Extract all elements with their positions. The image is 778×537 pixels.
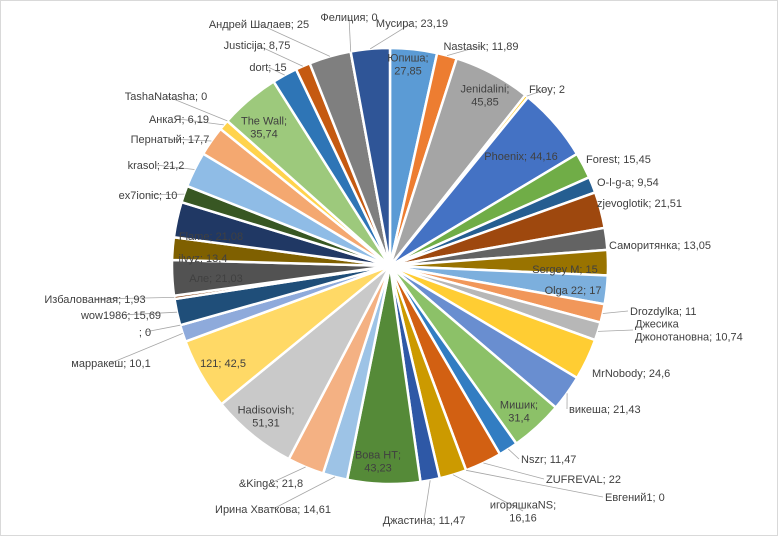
data-label-king: &King&; 21,8 <box>239 478 303 490</box>
data-label-саморитянка: Саморитянка; 13,05 <box>609 240 711 252</box>
data-label-forest: Forest; 15,45 <box>586 154 651 166</box>
data-label-tashanatasha: TashaNatasha; 0 <box>125 91 208 103</box>
data-label-анкая: АнкаЯ; 6,19 <box>149 114 209 126</box>
data-label-zufreval: ZUFREVAL; 22 <box>546 474 621 486</box>
data-label-olga-22: Olga 22; 17 <box>545 285 602 297</box>
data-label-121: 121; 42,5 <box>200 358 246 370</box>
data-label-андрей-шалаев: Андрей Шалаев; 25 <box>209 19 309 31</box>
leader-line-джесика-джонотановна <box>598 330 633 331</box>
data-label-ilvyz: ilvyz; 13,4 <box>179 253 228 265</box>
data-label-nszr: Nszr; 11,47 <box>521 454 576 466</box>
data-label-джастина: Джастина; 11,47 <box>383 515 466 527</box>
data-label-ирина-хваткова: Ирина Хваткова; 14,61 <box>215 504 331 516</box>
data-label-empty: ; 0 <box>139 327 151 339</box>
data-label-phoenix: Phoenix; 44,16 <box>484 151 557 163</box>
data-label-flame: Flame; 21,08 <box>179 231 243 243</box>
data-label-фелиция: Фелиция; 0 <box>320 12 377 24</box>
data-label-евгений1: Евгений1; 0 <box>605 492 665 504</box>
data-label-mrnobody: MrNobody; 24,6 <box>592 368 670 380</box>
data-label-dort: dort; 15 <box>249 62 286 74</box>
data-label-игоряшкаns: игоряшкаNS;16,16 <box>490 500 556 525</box>
data-label-але: Але; 21,03 <box>189 273 243 285</box>
data-label-мусира: Мусира; 23,19 <box>376 18 448 30</box>
data-label-justicija: Justicija; 8,75 <box>224 40 291 52</box>
data-label-марракеш: марракеш; 10,1 <box>71 358 150 370</box>
data-label-ex7ionic: ex7ionic; 10 <box>119 190 178 202</box>
data-label-krasol: krasol; 21,2 <box>128 160 185 172</box>
data-label-o-l-g-a: O-l-g-a; 9,54 <box>597 177 659 189</box>
leader-line-drozdylka <box>603 311 628 314</box>
data-label-викеша: викеша; 21,43 <box>569 404 641 416</box>
leader-line-nszr <box>508 449 519 459</box>
data-label-fkoy: Fkoy; 2 <box>529 84 565 96</box>
data-label-zjevoglotik: zjevoglotik; 21,51 <box>597 198 682 210</box>
data-label-wow1986: wow1986; 15,69 <box>80 310 161 322</box>
data-label-nastasik: Nastasik; 11,89 <box>443 41 518 53</box>
data-label-избалованная: Избалованная; 1,93 <box>44 294 145 306</box>
data-label-пернатый: Пернатый; 17,7 <box>131 134 210 146</box>
data-label-drozdylka: Drozdylka; 11 <box>630 306 696 318</box>
data-label-sergey-m: Sergey M; 15 <box>532 264 597 276</box>
